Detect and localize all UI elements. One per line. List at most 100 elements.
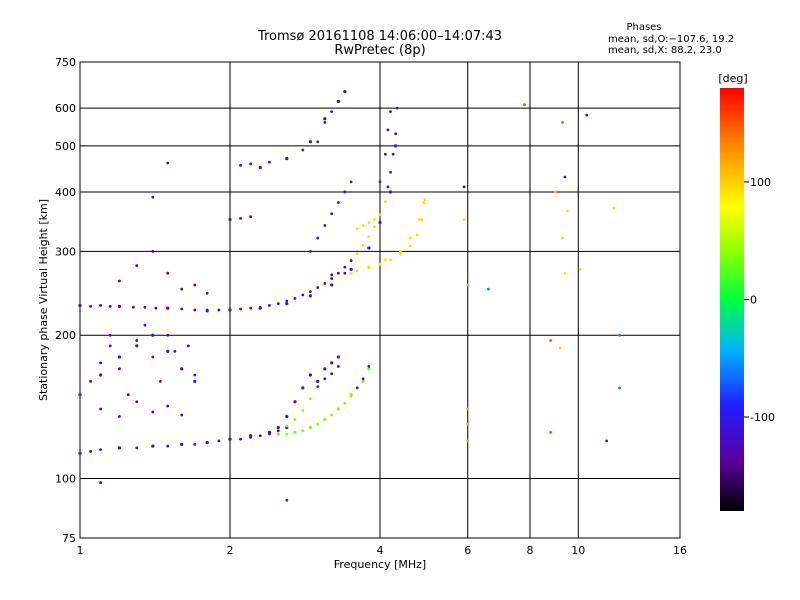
scatter-point (135, 400, 139, 404)
scatter-point (173, 349, 177, 353)
series-point (399, 249, 403, 254)
series-point (417, 217, 422, 222)
scatter-point (558, 346, 562, 350)
series-point (349, 267, 353, 272)
scatter-point (462, 218, 466, 221)
series-point (383, 258, 387, 262)
y-tick-label: 600 (55, 102, 76, 115)
scatter-point (166, 404, 170, 408)
series-point (330, 283, 334, 287)
scatter-point (466, 422, 470, 426)
x-tick-label: 2 (227, 544, 234, 557)
scatter-point (249, 215, 253, 219)
series-point (276, 425, 280, 430)
scatter-point (561, 236, 564, 240)
scatter-point (389, 110, 392, 114)
scatter-point (330, 277, 334, 281)
scatter-point (301, 409, 305, 412)
series-point (135, 344, 139, 348)
scatter-point (205, 291, 209, 295)
scatter-point (361, 224, 365, 227)
series-point (151, 333, 155, 337)
scatter-point (399, 252, 403, 256)
scatter-point (323, 418, 327, 421)
x-tick-label: 6 (464, 544, 471, 557)
scatter-point (383, 200, 387, 203)
scatter-point (99, 304, 103, 307)
scatter-point (293, 431, 297, 434)
scatter-point (180, 413, 184, 417)
scatter-point (89, 304, 92, 308)
scatter-point (99, 361, 103, 365)
scatter-point (276, 429, 280, 433)
series-point (308, 294, 313, 298)
y-tick-label: 200 (55, 329, 76, 342)
colorbar-tick-label: 0 (750, 294, 757, 307)
scatter-point (108, 333, 112, 337)
series-point (99, 373, 103, 377)
scatter-point (239, 307, 242, 311)
scatter-point (309, 290, 312, 294)
scatter-point (336, 99, 340, 103)
scatter-point (239, 163, 242, 167)
scatter-point (285, 432, 289, 436)
scatter-point (285, 498, 289, 502)
scatter-point (355, 386, 359, 390)
x-tick-label: 16 (673, 544, 687, 557)
scatter-point (561, 120, 564, 124)
scatter-point (361, 377, 365, 381)
series-point (367, 246, 371, 250)
scatter-point (89, 379, 92, 383)
scatter-point (336, 271, 340, 275)
scatter-point (367, 235, 371, 239)
series-point (394, 144, 398, 148)
scatter-point (554, 190, 557, 194)
scatter-point (367, 365, 371, 368)
x-axis-ticks: 1 2 4 6 8 10 16 (77, 544, 688, 557)
scatter-point (343, 190, 347, 194)
y-tick-label: 750 (55, 56, 76, 69)
series-point (258, 166, 262, 170)
scatter-point (355, 269, 359, 273)
scatter-point (180, 442, 184, 446)
scatter-point (285, 424, 289, 428)
y-tick-label: 75 (62, 532, 76, 545)
series-point (316, 379, 320, 383)
scatter-point (343, 271, 347, 275)
scatter-point (563, 271, 567, 275)
series-point (422, 200, 426, 205)
scatter-point (316, 236, 320, 240)
scatter-point (349, 180, 353, 184)
scatter-point (466, 407, 470, 411)
series-point (349, 271, 353, 275)
scatter-point (378, 180, 382, 184)
scatter-point (180, 307, 184, 311)
scatter-point (383, 152, 387, 156)
scatter-point (249, 306, 253, 310)
series-point (293, 400, 297, 404)
scatter-point (293, 418, 297, 421)
phase-stats-o: mean, sd,O:−107.6, 19.2 (608, 34, 734, 45)
scatter-point (166, 333, 170, 337)
scatter-point (151, 355, 155, 359)
x-tick-label: 10 (571, 544, 585, 557)
scatter-point (466, 439, 470, 443)
scatter-point (316, 385, 320, 389)
scatter-point (108, 344, 112, 348)
scatter-point (378, 262, 382, 266)
scatter-point (323, 282, 327, 285)
scatter-point (466, 283, 470, 287)
scatter-point (118, 415, 121, 418)
scatter-point (585, 113, 589, 117)
series-point (78, 393, 82, 397)
series-point (193, 379, 197, 383)
scatter-point (549, 431, 553, 434)
colorbar-tick-label: -100 (750, 411, 775, 424)
scatter-point (343, 90, 347, 93)
y-axis-ticks: 75 100 200 300 400 500 600 750 (55, 56, 76, 545)
y-tick-label: 100 (55, 473, 76, 486)
scatter-point (389, 258, 392, 262)
scatter-point (323, 224, 327, 227)
x-tick-label: 8 (527, 544, 534, 557)
